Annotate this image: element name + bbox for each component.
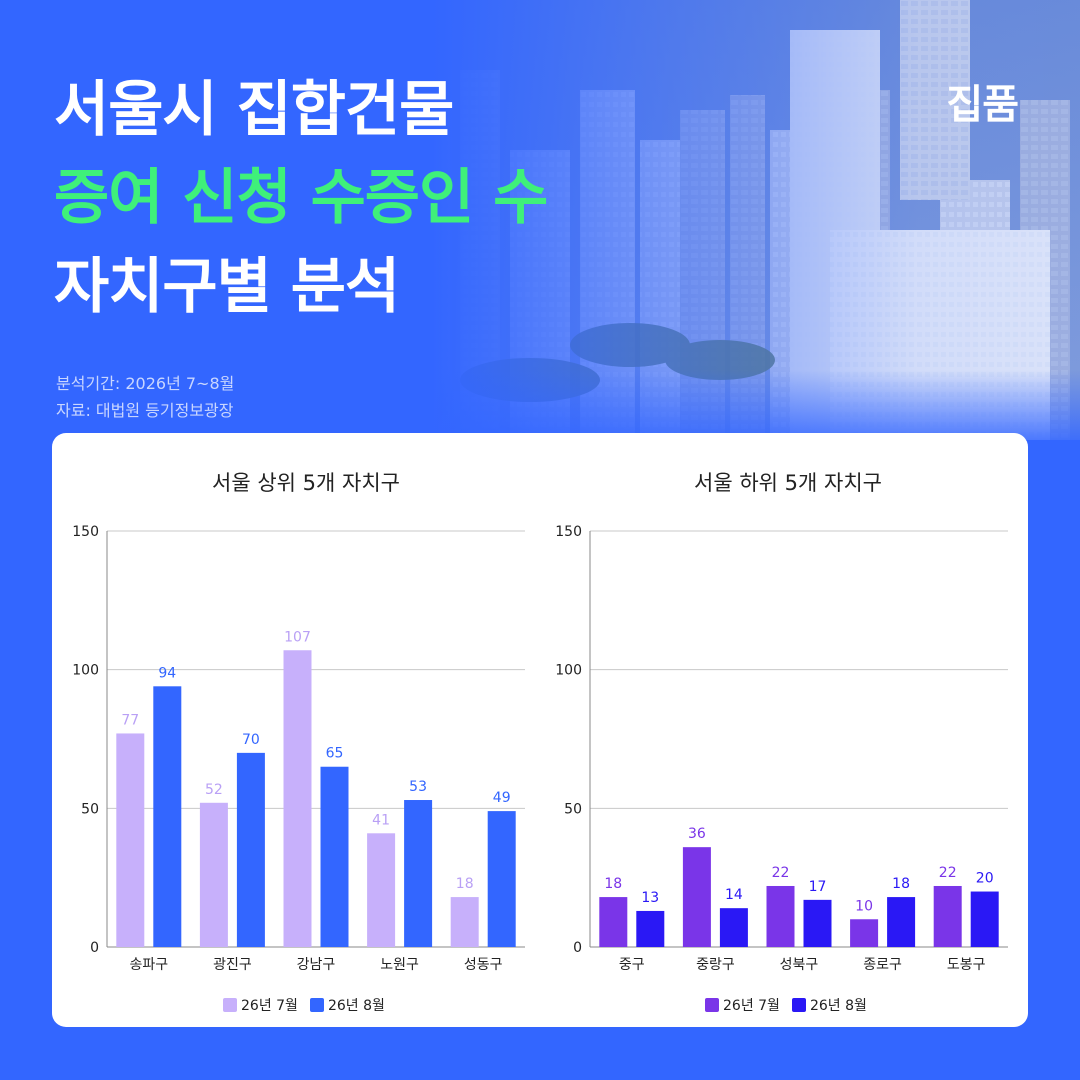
y-tick-label: 0 bbox=[90, 940, 99, 956]
y-tick-label: 50 bbox=[81, 801, 99, 817]
x-tick-label: 중랑구 bbox=[696, 957, 735, 973]
chart-panel: 서울 상위 5개 자치구 서울 하위 5개 자치구 0 50 100 150 77 94 송… bbox=[52, 433, 1028, 1027]
bar bbox=[450, 897, 479, 947]
data-label: 18 bbox=[604, 876, 622, 892]
legend-item-jul: 26년 7월 bbox=[223, 995, 298, 1015]
bar bbox=[719, 908, 748, 947]
x-tick-label: 광진구 bbox=[213, 957, 252, 973]
title-line-1: 서울시 집합건물 bbox=[54, 75, 454, 145]
title-line-3: 자치구별 분석 bbox=[54, 252, 400, 322]
y-tick-label: 100 bbox=[555, 663, 582, 679]
bar bbox=[487, 811, 516, 947]
legend-label-jul: 26년 7월 bbox=[241, 998, 298, 1014]
bar bbox=[404, 800, 433, 947]
data-label: 70 bbox=[242, 732, 260, 748]
legend-item-aug: 26년 8월 bbox=[791, 995, 867, 1015]
legend-bottom5: 26년 7월 26년 8월 bbox=[705, 995, 873, 1015]
x-tick-label: 도봉구 bbox=[947, 957, 986, 973]
brand-logo: 집품 bbox=[946, 82, 1019, 128]
analysis-period: 분석기간: 2026년 7~8월 bbox=[56, 374, 235, 393]
data-label: 18 bbox=[892, 876, 910, 892]
bar bbox=[682, 847, 711, 947]
legend-swatch-jul bbox=[223, 998, 237, 1012]
x-tick-label: 강남구 bbox=[297, 957, 336, 973]
data-label: 77 bbox=[121, 712, 139, 728]
data-label: 18 bbox=[456, 876, 474, 892]
y-tick-label: 150 bbox=[555, 524, 582, 540]
chart-title-bottom5: 서울 하위 5개 자치구 bbox=[694, 471, 882, 495]
legend-item-jul: 26년 7월 bbox=[705, 995, 780, 1015]
data-label: 20 bbox=[976, 871, 994, 887]
data-label: 22 bbox=[772, 865, 790, 881]
x-tick-label: 성동구 bbox=[464, 957, 503, 973]
y-tick-label: 100 bbox=[72, 663, 99, 679]
bar bbox=[887, 897, 916, 947]
bar bbox=[599, 897, 628, 947]
legend-label-aug: 26년 8월 bbox=[327, 998, 385, 1014]
data-label: 65 bbox=[326, 746, 344, 762]
data-label: 36 bbox=[688, 826, 706, 842]
data-label: 53 bbox=[409, 779, 427, 795]
x-tick-label: 종로구 bbox=[863, 957, 902, 973]
legend-label-jul: 26년 7월 bbox=[723, 998, 780, 1014]
data-label: 10 bbox=[855, 898, 873, 914]
bar bbox=[283, 650, 312, 947]
bar bbox=[116, 733, 145, 947]
bar-chart-bottom5: 0 50 100 150 18 13 중구 36 14 중랑구 22 17 성북구 10 18 종로구 22 20… bbox=[555, 524, 1008, 973]
bar bbox=[933, 885, 962, 947]
bar bbox=[320, 766, 349, 947]
bar bbox=[636, 910, 665, 947]
bar bbox=[367, 833, 396, 947]
bar bbox=[970, 891, 999, 947]
bar-chart-top5: 0 50 100 150 77 94 송파구 52 70 광진구 107 65 강남구 41 53 노원구 18… bbox=[72, 524, 525, 973]
data-label: 14 bbox=[725, 887, 743, 903]
data-label: 94 bbox=[158, 665, 176, 681]
bar bbox=[766, 885, 795, 947]
data-label: 22 bbox=[939, 865, 957, 881]
data-label: 52 bbox=[205, 782, 223, 798]
data-source: 자료: 대법원 등기정보광장 bbox=[56, 401, 234, 420]
x-tick-label: 중구 bbox=[619, 957, 645, 973]
y-tick-label: 50 bbox=[564, 801, 582, 817]
bar bbox=[236, 752, 265, 947]
data-label: 13 bbox=[641, 890, 659, 906]
title-line-2: 증여 신청 수증인 수 bbox=[54, 163, 548, 233]
bar bbox=[803, 899, 832, 947]
y-tick-label: 150 bbox=[72, 524, 99, 540]
x-tick-label: 송파구 bbox=[129, 957, 168, 973]
bar bbox=[850, 919, 879, 947]
legend-swatch-aug bbox=[791, 998, 806, 1012]
x-tick-label: 노원구 bbox=[380, 957, 419, 973]
y-tick-label: 0 bbox=[573, 940, 582, 956]
data-label: 41 bbox=[372, 812, 390, 828]
data-label: 107 bbox=[284, 629, 311, 645]
legend-item-aug: 26년 8월 bbox=[309, 995, 385, 1015]
legend-swatch-jul bbox=[705, 998, 719, 1012]
bar bbox=[199, 802, 228, 947]
legend-top5: 26년 7월 26년 8월 bbox=[223, 995, 391, 1015]
x-tick-label: 성북구 bbox=[780, 957, 819, 973]
hero-banner: 서울시 집합건물 증여 신청 수증인 수 자치구별 분석 집품 분석기간: 20… bbox=[0, 0, 1080, 440]
data-label: 49 bbox=[493, 790, 511, 806]
legend-swatch-aug bbox=[309, 998, 324, 1012]
bar bbox=[153, 686, 182, 947]
data-label: 17 bbox=[809, 879, 827, 895]
chart-title-top5: 서울 상위 5개 자치구 bbox=[212, 471, 400, 495]
legend-label-aug: 26년 8월 bbox=[809, 998, 867, 1014]
